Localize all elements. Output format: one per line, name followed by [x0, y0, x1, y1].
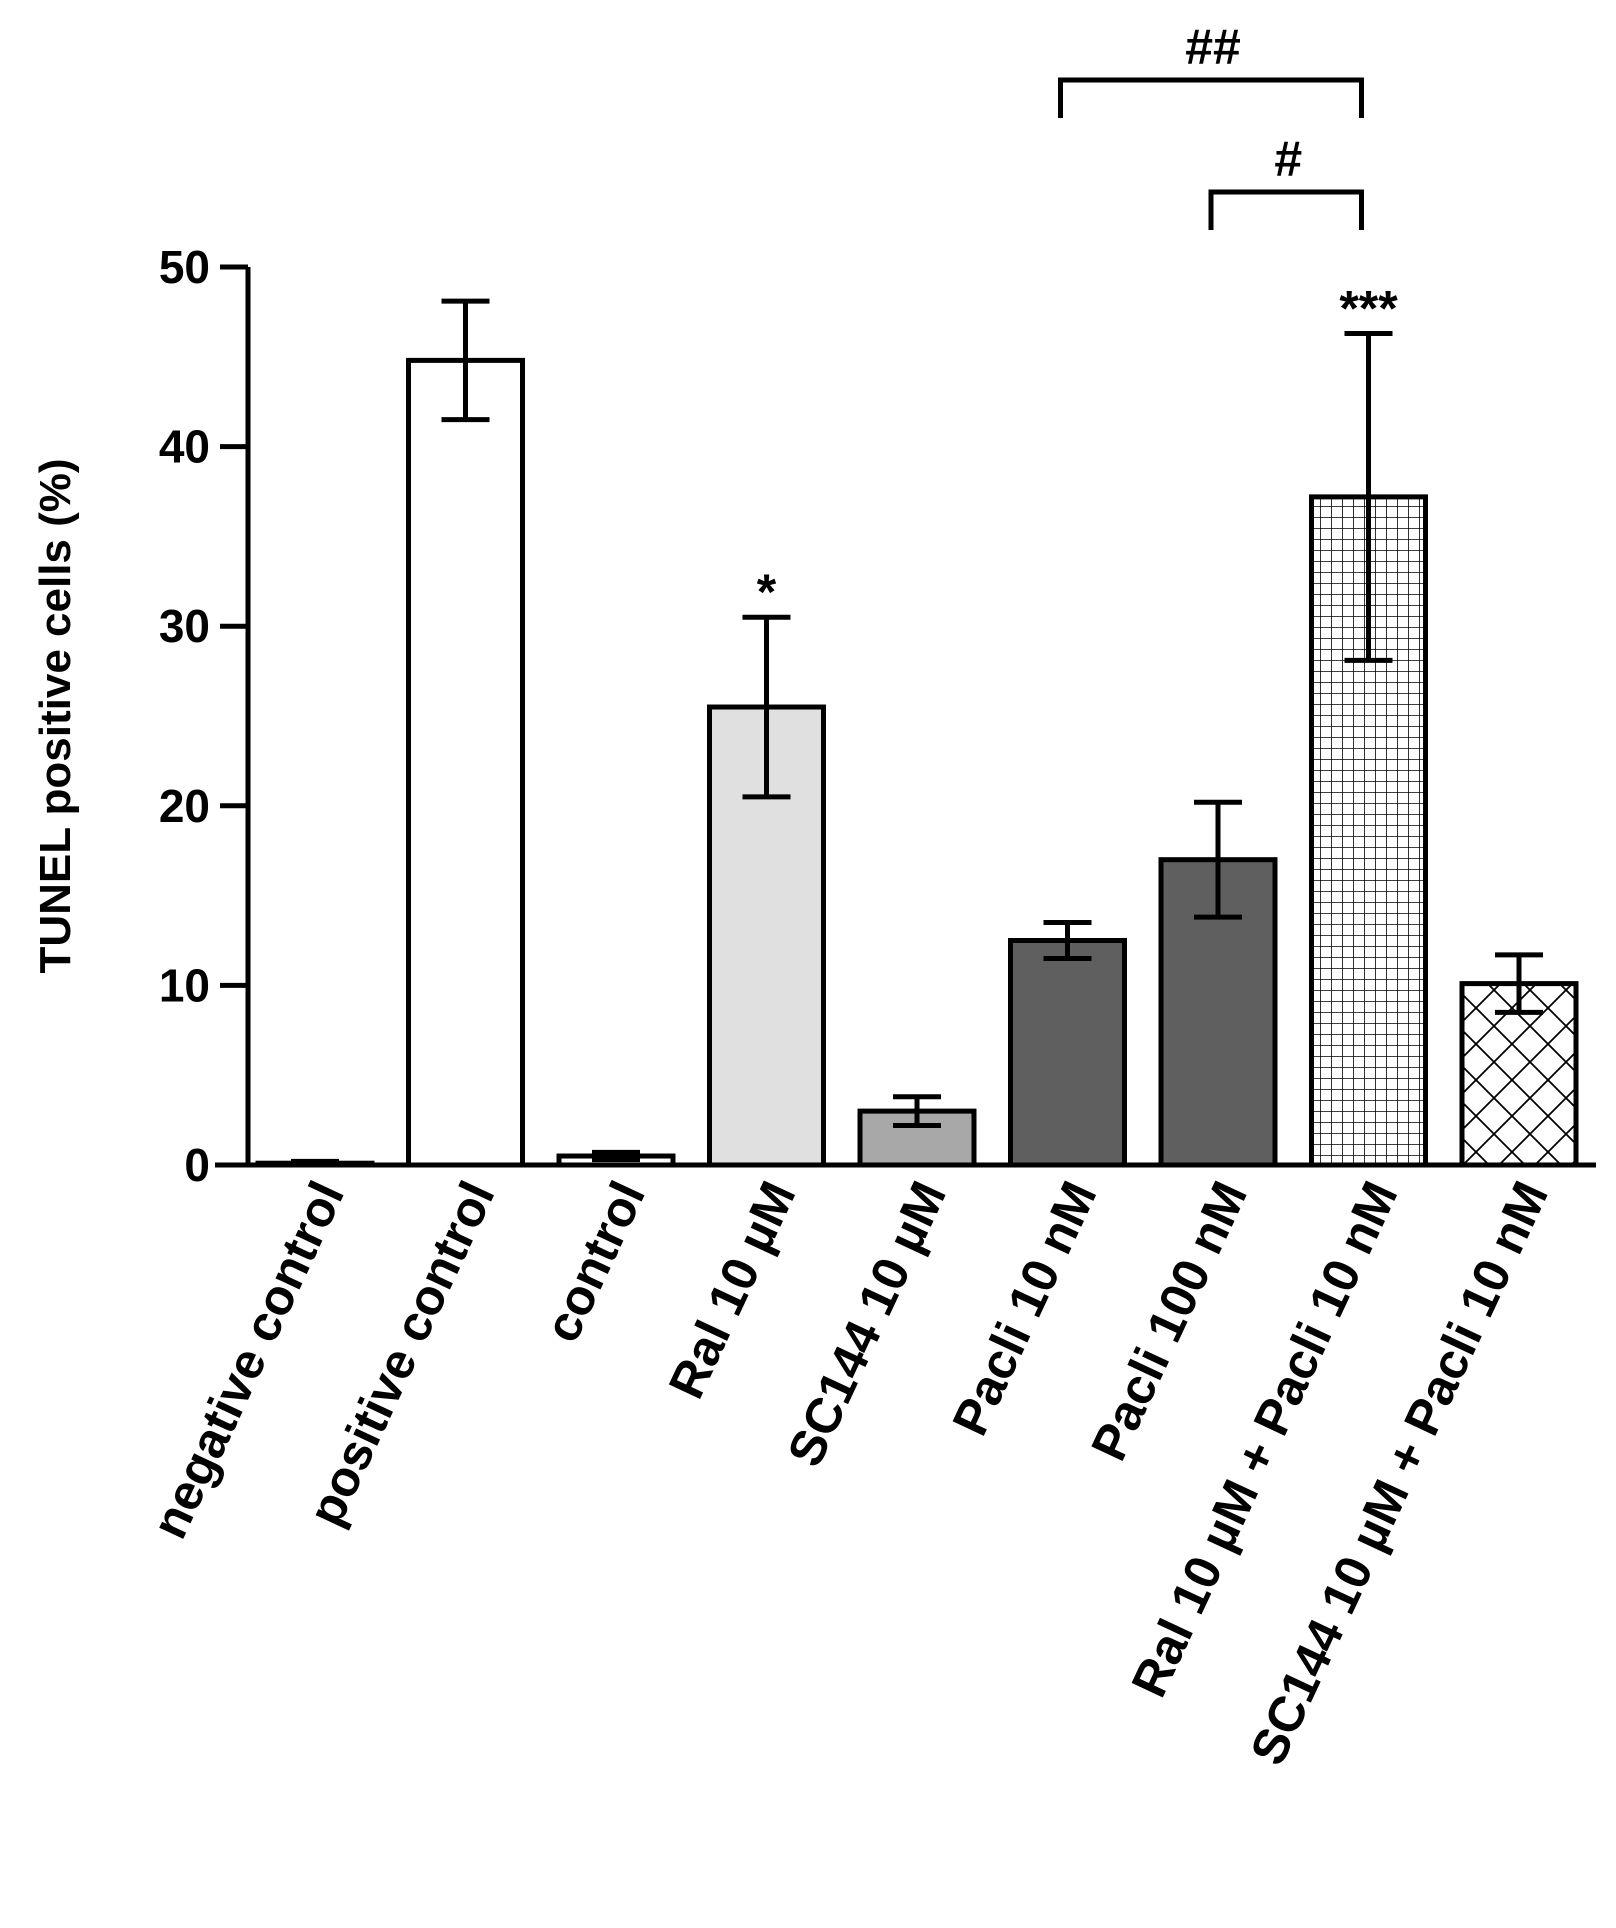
y-tick-label: 0: [184, 1139, 210, 1191]
comparison-marker: ##: [1185, 19, 1241, 75]
bar: [1008, 938, 1127, 1168]
error-bar: [291, 1158, 339, 1168]
category-label: Ral 10 µM: [658, 1173, 807, 1407]
y-axis-label: TUNEL positive cells (%): [31, 458, 80, 973]
y-axis: 0 10 20 30 40 50: [159, 241, 251, 1191]
y-tick-label: 20: [159, 780, 210, 832]
bar: [406, 357, 525, 1168]
error-bar: [893, 1094, 941, 1128]
error-bar: [742, 614, 791, 800]
error-bar: [441, 298, 490, 423]
category-label: SC144 10 µM + Pacli 10 nM: [1239, 1173, 1559, 1773]
y-ticks: 0 10 20 30 40 50: [159, 241, 248, 1191]
comparison-bracket: ##: [1058, 19, 1364, 118]
category-label: Ral 10 µM + Pacli 10 nM: [1121, 1173, 1409, 1705]
comparison-brackets: ###: [1058, 19, 1364, 230]
error-bar: [1344, 330, 1393, 663]
error-bar: [1194, 799, 1242, 920]
y-tick-label: 50: [159, 241, 210, 293]
error-bars: [291, 298, 1543, 1168]
category-label: SC144 10 µM: [777, 1173, 957, 1475]
y-tick-label: 30: [159, 600, 210, 652]
error-bar: [1495, 952, 1543, 1015]
category-label: Pacli 10 nM: [942, 1173, 1108, 1443]
significance-marker: *: [757, 564, 777, 620]
comparison-marker: #: [1274, 131, 1302, 187]
error-bar: [1043, 920, 1092, 961]
y-tick-label: 10: [159, 959, 210, 1011]
significance-marker: ***: [1339, 280, 1398, 336]
category-label: Pacli 100 nM: [1080, 1173, 1258, 1469]
significance-annotations: ****: [757, 280, 1398, 620]
category-label: control: [534, 1173, 656, 1350]
comparison-bracket: #: [1208, 131, 1364, 230]
y-tick-label: 40: [159, 421, 210, 473]
error-bar: [592, 1149, 640, 1163]
bars: [255, 357, 1579, 1168]
